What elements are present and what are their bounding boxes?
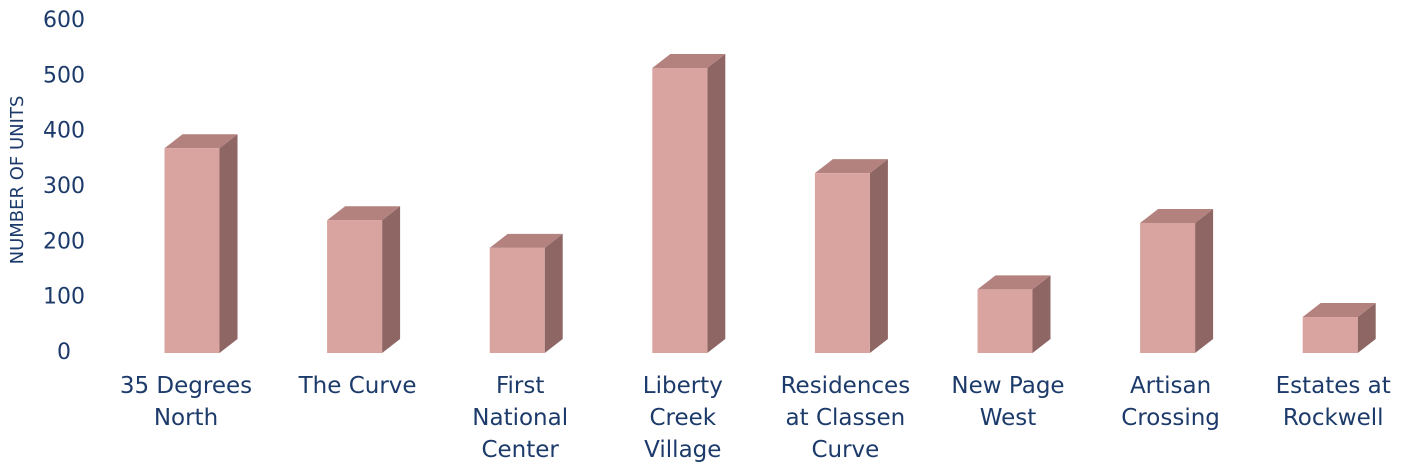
bar-side: [544, 233, 563, 353]
x-tick-label: Estates at Rockwell: [1275, 373, 1391, 431]
y-tick-label: 200: [43, 229, 85, 254]
x-tick-label: Artisan Crossing: [1121, 373, 1220, 431]
bar-side: [1357, 303, 1376, 353]
y-axis-label: NUMBER OF UNITS: [7, 96, 28, 265]
bar: [327, 220, 383, 353]
bar: [814, 173, 870, 353]
bar: [1302, 317, 1358, 353]
bar: [489, 247, 545, 353]
bar-top: [327, 206, 401, 221]
y-tick-label: 0: [57, 340, 71, 365]
y-tick-label: 400: [43, 119, 85, 144]
y-tick-label: 600: [43, 8, 85, 33]
x-tick-label: 35 Degrees North: [119, 373, 253, 431]
bar-side: [219, 134, 238, 353]
bar: [164, 148, 220, 353]
bar-side: [707, 54, 726, 354]
bar: [977, 289, 1033, 353]
x-tick-label: New Page West: [951, 373, 1065, 431]
bar-top: [164, 134, 238, 149]
bar: [652, 68, 708, 354]
bar-side: [869, 159, 888, 353]
x-tick-label: Liberty Creek Village: [642, 373, 723, 463]
x-tick-label: Residences at Classen Curve: [780, 373, 911, 463]
bar-side: [1032, 275, 1051, 353]
y-tick-label: 100: [43, 285, 85, 310]
bar-top: [1302, 303, 1376, 318]
bar: [1140, 222, 1196, 353]
y-tick-label: 300: [43, 174, 85, 199]
y-tick-label: 500: [43, 63, 85, 88]
x-tick-label: The Curve: [298, 373, 417, 399]
bar-top: [977, 275, 1051, 290]
bar-top: [814, 159, 888, 174]
bar-top: [489, 233, 563, 248]
bar-top: [1140, 208, 1214, 223]
bar-side: [1195, 208, 1214, 353]
x-tick-label: First National Center: [472, 373, 569, 463]
bar-side: [382, 206, 401, 353]
bar-top: [652, 54, 726, 69]
